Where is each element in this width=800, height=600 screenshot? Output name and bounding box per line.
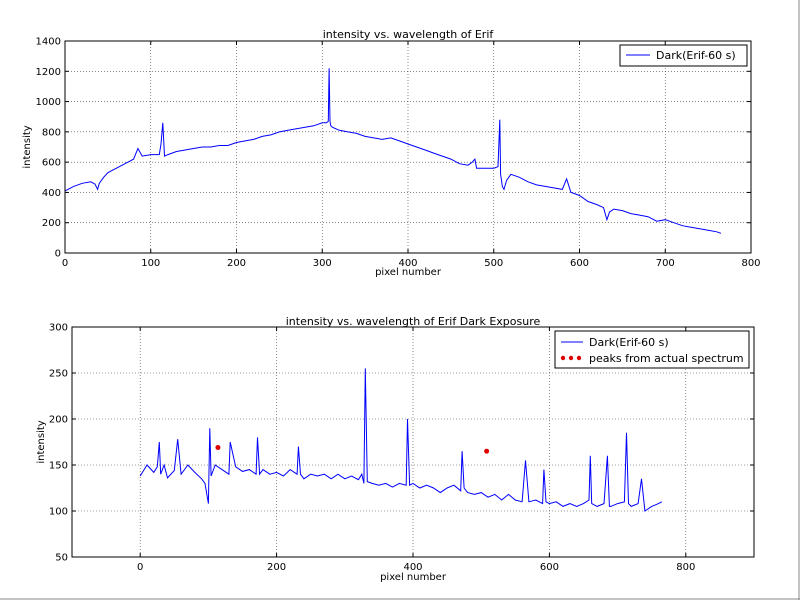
chart-bottom-x-tick-label: 400	[403, 562, 422, 573]
chart-top-legend-box	[619, 44, 748, 67]
chart-bottom-x-tick-label: 600	[540, 562, 559, 573]
chart-top-x-tick-label: 600	[570, 258, 589, 269]
chart-top-y-tick-label: 600	[42, 158, 61, 169]
chart-bottom-legend-label-dark: Dark(Erif-60 s)	[589, 336, 669, 349]
chart-bottom-y-tick-label: 300	[49, 323, 68, 334]
chart-bottom-legend-label-peaks: peaks from actual spectrum	[589, 352, 744, 365]
chart-bottom-x-tick-label: 800	[676, 562, 695, 573]
chart-bottom-plot	[139, 368, 663, 512]
chart-top-y-tick-label: 1000	[36, 97, 61, 108]
chart-top-y-axis-label: intensity	[22, 125, 33, 168]
chart-bottom-title: intensity vs. wavelength of Erif Dark Ex…	[286, 315, 541, 328]
chart-bottom-x-tick-label: 0	[137, 562, 143, 573]
chart-top-y-tick-label: 800	[42, 127, 61, 138]
chart-bottom-x-tick-label: 200	[267, 562, 286, 573]
chart-top-x-tick-label: 400	[398, 258, 417, 269]
chart-top-x-tick-label: 300	[313, 258, 332, 269]
chart-top-y-tick-label: 400	[42, 188, 61, 199]
chart-bottom-legend-box	[554, 330, 750, 369]
chart-bottom: intensity vs. wavelength of Erif Dark Ex…	[36, 315, 755, 583]
chart-bottom-series-line	[139, 368, 663, 512]
chart-bottom-legend-point-swatch	[576, 355, 582, 361]
chart-top-y-tick-label: 0	[55, 249, 61, 260]
chart-bottom-y-tick-label: 250	[49, 369, 68, 380]
chart-top-ticks: 0 100 200 300 400 500 600 700 800 0 200 400 600 800 10…	[36, 37, 761, 270]
chart-top: intensity vs. wavelength of Erif 0 100 200…	[22, 28, 761, 278]
chart-top-grid	[65, 41, 751, 253]
chart-top-legend-label: Dark(Erif-60 s)	[656, 49, 736, 62]
chart-bottom-y-axis-label: intensity	[36, 420, 47, 463]
chart-bottom-ticks: 0 200 400 600 800 50 100 150 200 250 300	[49, 323, 754, 573]
chart-top-y-tick-label: 200	[42, 218, 61, 229]
chart-bottom-y-tick-label: 100	[49, 507, 68, 518]
chart-top-x-axis-label: pixel number	[375, 267, 442, 278]
chart-top-x-tick-label: 500	[484, 258, 503, 269]
chart-bottom-y-tick-label: 150	[49, 461, 68, 472]
chart-top-x-tick-label: 200	[227, 258, 246, 269]
chart-top-y-tick-label: 1400	[36, 37, 61, 48]
chart-top-legend: Dark(Erif-60 s)	[619, 44, 748, 67]
chart-bottom-y-tick-label: 200	[49, 415, 68, 426]
chart-bottom-x-axis-label: pixel number	[380, 572, 447, 583]
chart-top-x-tick-label: 100	[141, 258, 160, 269]
chart-bottom-peak-point	[215, 445, 221, 451]
chart-top-title: intensity vs. wavelength of Erif	[323, 28, 495, 41]
chart-top-y-tick-label: 1200	[36, 67, 61, 78]
chart-top-series-line	[64, 68, 722, 234]
chart-bottom-peak-point	[484, 448, 490, 454]
chart-top-plot	[64, 68, 722, 234]
chart-bottom-y-tick-label: 50	[55, 553, 68, 564]
chart-top-x-tick-label: 700	[656, 258, 675, 269]
chart-bottom-grid	[72, 327, 754, 557]
chart-bottom-legend: Dark(Erif-60 s) peaks from actual spectr…	[554, 330, 750, 369]
chart-bottom-legend-point-swatch	[560, 355, 566, 361]
chart-bottom-legend-point-swatch	[568, 355, 574, 361]
chart-top-x-tick-label: 800	[741, 258, 760, 269]
chart-top-x-tick-label: 0	[62, 258, 68, 269]
